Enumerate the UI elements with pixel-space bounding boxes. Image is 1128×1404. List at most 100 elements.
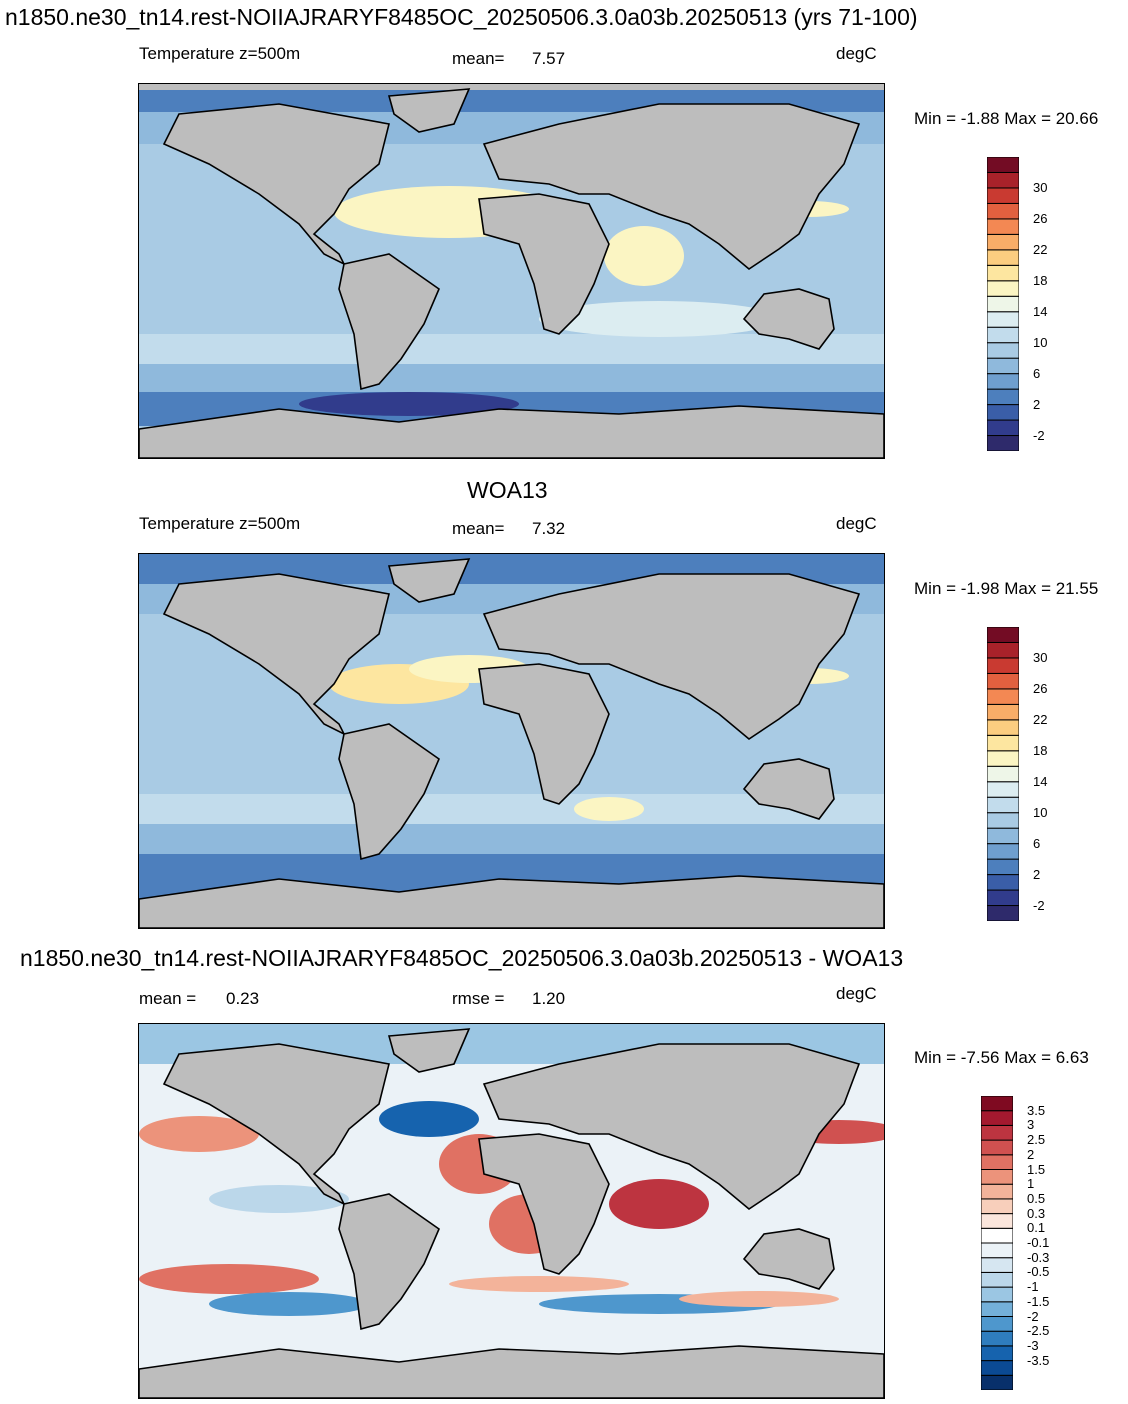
model-temperature-map	[138, 83, 885, 459]
colorbar-tick-label: 30	[1033, 649, 1048, 665]
colorbar-tick-label: 3.5	[1027, 1102, 1046, 1118]
colorbar-tick-label: -2	[1033, 427, 1045, 443]
colorbar-swatch	[980, 1374, 1014, 1391]
colorbar-swatch	[980, 1124, 1014, 1141]
colorbar-swatch	[980, 1360, 1014, 1376]
colorbar-swatch	[986, 295, 1020, 313]
colorbar-tick-label: 14	[1033, 303, 1048, 319]
mean-value: 7.32	[532, 519, 566, 538]
units-label: degC	[836, 44, 877, 63]
colorbar-swatch	[980, 1154, 1014, 1170]
colorbar-tick-label: 30	[1033, 179, 1048, 195]
colorbar-swatch	[986, 734, 1020, 752]
colorbar-swatch	[986, 435, 1020, 452]
colorbar-swatch	[986, 342, 1020, 359]
colorbar-swatch	[986, 249, 1020, 266]
colorbar-tick-label: 18	[1033, 272, 1048, 288]
colorbar-tick-label: -0.3	[1027, 1249, 1050, 1265]
colorbar-swatch	[986, 202, 1020, 220]
colorbar-swatches	[986, 156, 1020, 452]
temperature-colorbar-2	[986, 626, 1020, 922]
colorbar-tick-label: -2	[1027, 1308, 1039, 1324]
variable-label: Temperature z=500m	[139, 514, 301, 533]
colorbar-tick-label: 26	[1033, 680, 1048, 696]
mean-value: 7.57	[532, 49, 566, 68]
colorbar-tick-label: 2	[1033, 396, 1041, 412]
colorbar-tick-label: 22	[1033, 241, 1048, 257]
colorbar-swatch	[986, 796, 1020, 814]
colorbar-swatch	[986, 812, 1020, 829]
difference-map	[138, 1023, 885, 1399]
colorbar-swatch	[986, 326, 1020, 344]
colorbar-swatch	[986, 657, 1020, 674]
colorbar-swatch	[986, 373, 1020, 390]
colorbar-swatch	[986, 905, 1020, 922]
difference-title: n1850.ne30_tn14.rest-NOIIAJRARYF8485OC_2…	[20, 945, 904, 971]
colorbar-tick-label: -0.5	[1027, 1264, 1050, 1280]
obs-map-svg	[139, 554, 884, 928]
colorbar-tick-label: 14	[1033, 773, 1048, 789]
variable-label: Temperature z=500m	[139, 44, 301, 63]
colorbar-tick-label: -1	[1027, 1279, 1039, 1295]
colorbar-swatch	[986, 889, 1020, 907]
colorbar-swatch	[980, 1316, 1014, 1332]
units-label: degC	[836, 514, 877, 533]
colorbar-swatch	[986, 843, 1020, 860]
obs-temperature-map	[138, 553, 885, 929]
colorbar-tick-label: 0.3	[1027, 1205, 1046, 1221]
colorbar-tick-label: 10	[1033, 334, 1048, 350]
colorbar-tick-label: 1.5	[1027, 1161, 1046, 1177]
colorbar-swatch	[980, 1286, 1014, 1303]
colorbar-swatch	[980, 1169, 1014, 1185]
mean-label: mean=	[452, 49, 505, 68]
colorbar-tick-label: -3.5	[1027, 1352, 1050, 1368]
colorbar-swatch	[980, 1271, 1014, 1288]
colorbar-swatch	[980, 1183, 1014, 1200]
units-label: degC	[836, 984, 877, 1003]
colorbar-tick-label: 1	[1027, 1176, 1035, 1192]
difference-colorbar	[980, 1095, 1014, 1391]
colorbar-swatch	[986, 703, 1020, 721]
colorbar-swatch	[986, 874, 1020, 891]
colorbar-swatch	[986, 827, 1020, 845]
colorbar-tick-label: 10	[1033, 804, 1048, 820]
colorbar-swatch	[986, 280, 1020, 297]
obs-title: WOA13	[467, 477, 548, 503]
model-title: n1850.ne30_tn14.rest-NOIIAJRARYF8485OC_2…	[5, 4, 918, 30]
colorbar-tick-label: -2	[1033, 897, 1045, 913]
colorbar-tick-label: 0.5	[1027, 1190, 1046, 1206]
colorbar-swatch	[980, 1345, 1014, 1362]
model-map-svg	[139, 84, 884, 458]
colorbar-swatch	[986, 264, 1020, 282]
colorbar-tick-label: 26	[1033, 210, 1048, 226]
colorbar-swatch	[980, 1227, 1014, 1244]
colorbar-swatch	[986, 388, 1020, 406]
colorbar-swatch	[980, 1139, 1014, 1156]
colorbar-swatch	[986, 626, 1020, 643]
colorbar-swatch	[986, 233, 1020, 251]
colorbar-swatch	[986, 171, 1020, 189]
colorbar-swatch	[980, 1198, 1014, 1215]
colorbar-tick-label: -1.5	[1027, 1293, 1050, 1309]
colorbar-swatch	[986, 858, 1020, 876]
colorbar-swatches	[980, 1095, 1014, 1391]
difference-map-svg	[139, 1024, 884, 1398]
min-max-text: Min = -7.56 Max = 6.63	[914, 1048, 1089, 1067]
colorbar-tick-label: -3	[1027, 1337, 1039, 1353]
mean-label: mean =	[139, 989, 197, 1008]
colorbar-swatch	[986, 357, 1020, 375]
colorbar-tick-label: 6	[1033, 365, 1041, 381]
colorbar-swatch	[986, 419, 1020, 437]
temperature-colorbar-1	[986, 156, 1020, 452]
colorbar-swatch	[980, 1257, 1014, 1273]
mean-value: 0.23	[226, 989, 260, 1008]
colorbar-tick-label: 2	[1033, 866, 1041, 882]
colorbar-tick-label: 22	[1033, 711, 1048, 727]
colorbar-swatch	[986, 156, 1020, 173]
min-max-text: Min = -1.98 Max = 21.55	[914, 579, 1099, 598]
colorbar-swatch	[986, 672, 1020, 690]
colorbar-swatch	[986, 404, 1020, 421]
colorbar-swatch	[986, 218, 1020, 235]
colorbar-swatch	[986, 641, 1020, 659]
colorbar-tick-label: 2.5	[1027, 1132, 1046, 1148]
